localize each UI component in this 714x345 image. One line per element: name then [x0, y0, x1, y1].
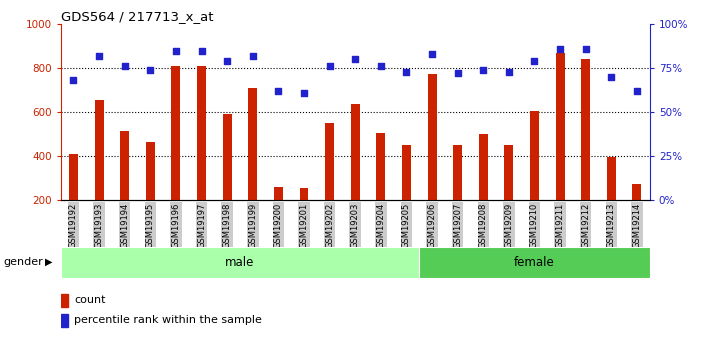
Bar	[223, 114, 231, 200]
Point	[324, 63, 336, 69]
Point	[452, 71, 463, 76]
Bar	[376, 133, 386, 200]
Bar	[419, 247, 650, 278]
Bar	[479, 134, 488, 200]
Bar	[504, 145, 513, 200]
Point	[349, 57, 361, 62]
Bar	[299, 188, 308, 200]
Bar	[61, 314, 69, 327]
Text: GDS564 / 217713_x_at: GDS564 / 217713_x_at	[61, 10, 213, 23]
Point	[631, 88, 643, 94]
Bar	[248, 88, 257, 200]
Bar	[581, 59, 590, 200]
Point	[503, 69, 515, 75]
Text: gender: gender	[4, 257, 44, 267]
Bar	[453, 145, 462, 200]
Point	[94, 53, 105, 59]
Text: ▶: ▶	[45, 257, 53, 267]
Point	[196, 48, 207, 53]
Bar	[274, 187, 283, 200]
Bar	[120, 131, 129, 200]
Bar	[61, 294, 69, 306]
Bar	[325, 123, 334, 200]
Bar	[607, 157, 615, 200]
Bar	[555, 53, 565, 200]
Bar	[402, 145, 411, 200]
Point	[170, 48, 181, 53]
Bar	[61, 247, 419, 278]
Point	[119, 63, 131, 69]
Bar	[95, 100, 104, 200]
Point	[478, 67, 489, 73]
Bar	[633, 184, 641, 200]
Text: female: female	[514, 256, 555, 269]
Bar	[171, 66, 181, 200]
Bar	[146, 142, 155, 200]
Point	[247, 53, 258, 59]
Point	[273, 88, 284, 94]
Point	[375, 63, 386, 69]
Point	[221, 58, 233, 64]
Text: count: count	[74, 295, 106, 305]
Text: percentile rank within the sample: percentile rank within the sample	[74, 315, 262, 325]
Text: male: male	[226, 256, 255, 269]
Point	[554, 46, 565, 51]
Bar	[428, 73, 436, 200]
Point	[580, 46, 591, 51]
Point	[605, 74, 617, 80]
Bar	[351, 105, 360, 200]
Bar	[530, 111, 539, 200]
Point	[145, 67, 156, 73]
Bar	[69, 154, 78, 200]
Point	[401, 69, 412, 75]
Point	[68, 78, 79, 83]
Point	[426, 51, 438, 57]
Point	[529, 58, 540, 64]
Bar	[197, 66, 206, 200]
Point	[298, 90, 310, 96]
